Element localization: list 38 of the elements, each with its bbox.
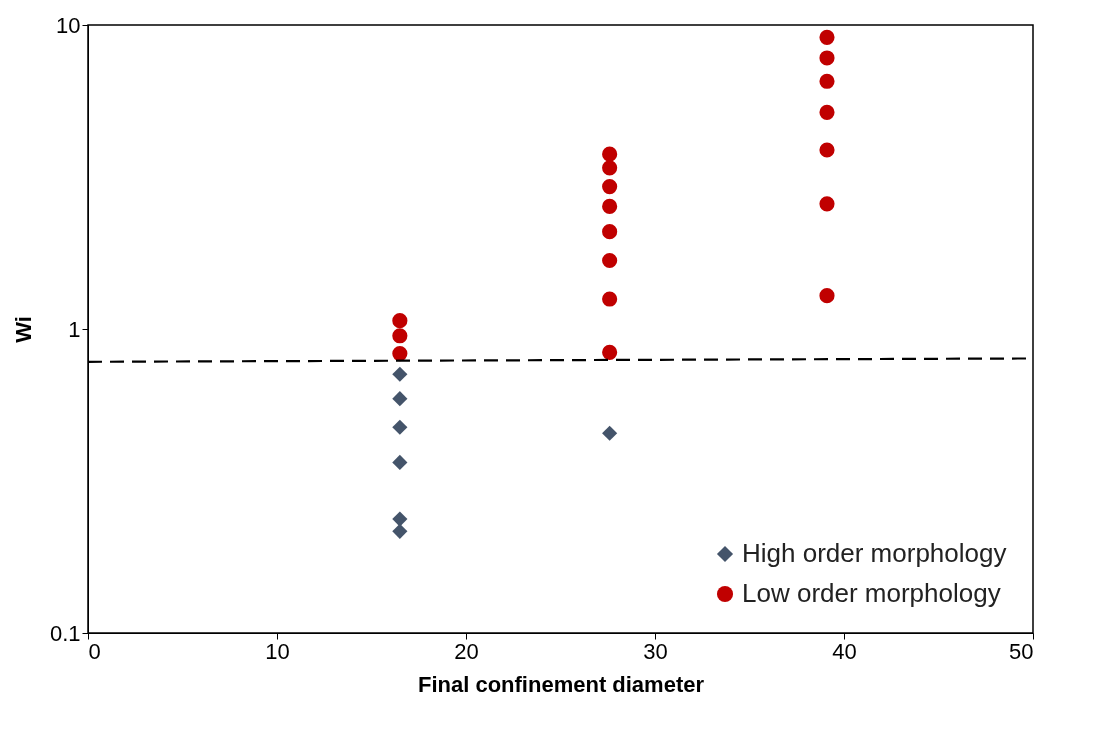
point [392, 511, 408, 527]
point [602, 425, 618, 441]
y-tick-label: 0.1 [49, 620, 81, 646]
point [602, 224, 618, 240]
point [602, 146, 618, 162]
y-tick-label: 10 [56, 12, 81, 38]
x-tick-label: 10 [265, 638, 290, 664]
point [602, 179, 618, 195]
point [602, 252, 618, 269]
x-tick-label: 40 [832, 638, 857, 664]
legend-label: High order morphology [742, 538, 1007, 568]
point [392, 419, 408, 435]
x-axis-title: Final confinement diameter [417, 671, 705, 697]
y-tick-label: 1 [68, 316, 81, 342]
point [819, 29, 835, 45]
point [392, 313, 408, 329]
x-tick-label: 30 [643, 638, 668, 664]
point [392, 391, 408, 407]
point [392, 328, 408, 344]
x-tick-label: 0 [88, 638, 101, 664]
point [392, 523, 408, 539]
point [819, 50, 835, 66]
y-axis-title: Wi [10, 316, 36, 343]
point [819, 73, 835, 89]
point [392, 346, 408, 362]
point [602, 160, 618, 176]
point [392, 454, 408, 471]
point [819, 196, 835, 212]
point [602, 291, 618, 307]
point [392, 366, 408, 382]
point [819, 104, 835, 120]
point [602, 198, 618, 215]
legend-label: Low order morphology [742, 578, 1001, 608]
point [602, 344, 618, 360]
point [819, 142, 835, 158]
x-tick-label: 50 [1009, 638, 1034, 664]
x-tick-label: 20 [454, 638, 479, 664]
point [819, 288, 835, 304]
